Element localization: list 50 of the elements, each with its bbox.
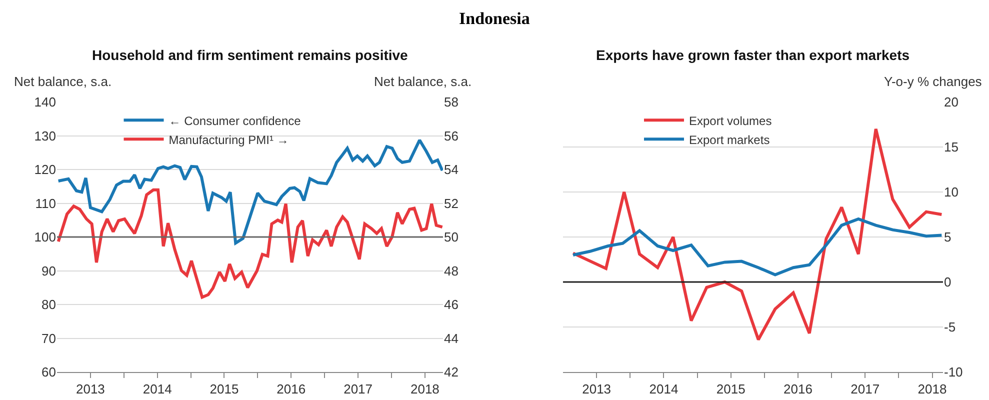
legend-label: ← Consumer confidence xyxy=(168,114,302,128)
text: Indonesia xyxy=(459,9,530,28)
chart-subtitle: Exports have grown faster than export markets xyxy=(596,47,910,63)
y2-tick-label: 56 xyxy=(444,128,458,144)
y-axis-title: Net balance, s.a. xyxy=(14,74,112,89)
y2-tick-label: 46 xyxy=(444,297,458,312)
x-tick-label: 2018 xyxy=(410,382,440,397)
y2-tick-label: 52 xyxy=(444,196,458,211)
line-series xyxy=(572,128,943,342)
x-tick-label: 2013 xyxy=(76,382,105,397)
y2-tick-label: 42 xyxy=(444,364,458,380)
y-tick-label: 70 xyxy=(42,330,56,346)
legend-label: Manufacturing PMI¹ → xyxy=(168,132,289,147)
y2-tick-label: 54 xyxy=(444,162,458,178)
y-tick-label: 5 xyxy=(944,230,952,245)
x-tick-label: 2014 xyxy=(649,382,678,397)
line-series xyxy=(57,188,443,299)
y-tick-label: 60 xyxy=(42,364,56,380)
x-tick-label: 2015 xyxy=(210,382,239,397)
y2-tick-label: 48 xyxy=(444,263,458,278)
x-tick-label: 2013 xyxy=(582,382,612,397)
x-tick-label: 2015 xyxy=(716,382,746,397)
y-tick-label: 80 xyxy=(42,297,56,312)
y-tick-label: 20 xyxy=(944,94,958,110)
line-series xyxy=(572,218,943,276)
y-tick-label: 140 xyxy=(34,94,56,110)
y-tick-label: 130 xyxy=(34,128,56,144)
y-tick-label: 10 xyxy=(944,184,958,200)
x-tick-label: 2016 xyxy=(784,382,812,397)
y2-tick-label: 50 xyxy=(444,230,458,245)
y-tick-label: 120 xyxy=(34,162,56,178)
y-tick-label: 15 xyxy=(944,140,958,155)
y-axis-title: Y-o-y % changes xyxy=(884,74,982,89)
y-tick-label: -10 xyxy=(944,364,963,380)
y-tick-label: 90 xyxy=(42,263,56,278)
y-tick-label: 100 xyxy=(34,230,56,245)
x-tick-label: 2016 xyxy=(276,382,306,397)
y-tick-label: -5 xyxy=(944,320,956,335)
y2-axis-title: Net balance, s.a. xyxy=(374,74,472,89)
y2-tick-label: 44 xyxy=(444,330,458,346)
y-tick-label: 110 xyxy=(35,196,56,211)
x-tick-label: 2014 xyxy=(142,382,172,397)
legend-label: Export markets xyxy=(689,132,770,147)
x-tick-label: 2018 xyxy=(918,382,947,397)
y2-tick-label: 58 xyxy=(444,94,458,110)
y-tick-label: 0 xyxy=(944,274,952,290)
x-tick-label: 2017 xyxy=(850,382,880,397)
x-tick-label: 2017 xyxy=(344,382,372,397)
legend-label: Export volumes xyxy=(689,114,772,128)
chart-subtitle: Household and firm sentiment remains positive xyxy=(92,47,408,63)
